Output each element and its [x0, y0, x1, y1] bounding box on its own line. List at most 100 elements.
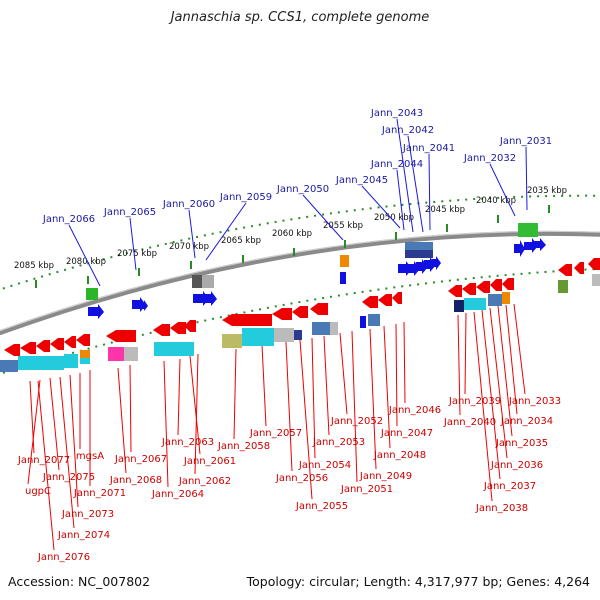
- bottom-gene-label[interactable]: Jann_2067: [114, 454, 167, 465]
- bottom-gene-leader: [464, 312, 467, 395]
- bottom-gene-leader: [37, 380, 55, 551]
- bottom-gene-label[interactable]: Jann_2040: [443, 417, 496, 428]
- bottom-gene-leader: [351, 330, 358, 483]
- bottom-gene-leader: [285, 341, 293, 472]
- bottom-gene-label[interactable]: Jann_2048: [373, 450, 426, 461]
- bottom-gene-leader: [369, 328, 377, 470]
- gene-features: [0, 223, 600, 372]
- bottom-gene-label[interactable]: Jann_2074: [57, 530, 110, 541]
- top-gene-label[interactable]: Jann_2065: [103, 207, 156, 218]
- top-gene-label[interactable]: Jann_2044: [370, 159, 423, 170]
- bottom-gene-leader: [29, 380, 35, 454]
- bottom-gene-label[interactable]: Jann_2036: [490, 460, 543, 471]
- bottom-gene-leader: [497, 305, 513, 437]
- top-gene-leader: [428, 153, 431, 231]
- bottom-gene-leader: [457, 314, 461, 416]
- bottom-gene-label[interactable]: Jann_2057: [249, 428, 302, 439]
- bottom-gene-label[interactable]: Jann_2038: [475, 503, 528, 514]
- top-gene-label[interactable]: Jann_2059: [219, 192, 272, 203]
- top-gene-label[interactable]: Jann_2043: [370, 108, 423, 119]
- bottom-gene-leader: [339, 332, 348, 415]
- bottom-gene-leader: [299, 339, 313, 500]
- kbp-label: 2060 kbp: [272, 229, 312, 239]
- top-gene-leader: [396, 118, 414, 233]
- bottom-gene-leader: [395, 323, 398, 427]
- top-gene-label[interactable]: Jann_2060: [162, 199, 215, 210]
- bottom-gene-leader: [311, 337, 316, 459]
- bottom-gene-label[interactable]: Jann_2047: [380, 428, 433, 439]
- bottom-gene-leader: [129, 364, 132, 453]
- top-gene-label[interactable]: Jann_2066: [42, 214, 95, 225]
- genome-title: Jannaschia sp. CCS1, complete genome: [170, 10, 430, 25]
- bottom-gene-label[interactable]: Jann_2037: [483, 481, 536, 492]
- bottom-gene-label[interactable]: Jann_2073: [61, 509, 114, 520]
- bottom-gene-label[interactable]: mgsA: [76, 451, 104, 462]
- top-gene-leader: [68, 224, 101, 287]
- bottom-gene-label[interactable]: Jann_2039: [448, 396, 501, 407]
- top-gene-leader: [129, 217, 137, 271]
- bottom-gene-label[interactable]: Jann_2063: [161, 437, 214, 448]
- kbp-label: 2065 kbp: [221, 236, 261, 246]
- bottom-gene-label[interactable]: Jann_2058: [217, 441, 270, 452]
- bottom-gene-label[interactable]: Jann_2046: [388, 405, 441, 416]
- top-gene-label[interactable]: Jann_2045: [335, 175, 388, 186]
- bottom-gene-label[interactable]: Jann_2049: [359, 471, 412, 482]
- bottom-gene-leader: [403, 321, 406, 404]
- top-gene-leader: [489, 163, 516, 217]
- kbp-label: 2040 kbp: [476, 196, 516, 206]
- top-gene-label[interactable]: Jann_2050: [276, 184, 329, 195]
- bottom-gene-label[interactable]: Jann_2071: [73, 488, 126, 499]
- bottom-gene-label[interactable]: Jann_2034: [500, 416, 553, 427]
- bottom-gene-label[interactable]: Jann_2056: [275, 473, 328, 484]
- top-gene-label[interactable]: Jann_2032: [463, 153, 516, 164]
- accession-label: Accession: NC_007802: [8, 574, 151, 589]
- top-gene-leader: [302, 194, 344, 241]
- bottom-gene-leader: [261, 344, 267, 427]
- bottom-gene-leader: [233, 348, 237, 440]
- topology-label: Topology: circular; Length: 4,317,977 bp…: [246, 574, 590, 589]
- bottom-gene-leader: [489, 307, 508, 459]
- kbp-label: 2075 kbp: [117, 249, 157, 259]
- bottom-gene-label[interactable]: Jann_2064: [151, 489, 204, 500]
- bottom-gene-leader: [49, 377, 60, 471]
- bottom-gene-leader: [513, 303, 526, 395]
- bottom-gene-leader: [27, 379, 41, 485]
- bottom-gene-leader: [177, 358, 181, 436]
- bottom-gene-leader: [473, 311, 493, 502]
- bottom-gene-label[interactable]: Jann_2051: [340, 484, 393, 495]
- bottom-gene-label[interactable]: Jann_2035: [495, 438, 548, 449]
- bottom-gene-label[interactable]: Jann_2068: [109, 475, 162, 486]
- bottom-gene-leader: [189, 355, 201, 455]
- top-gene-leader: [188, 209, 196, 259]
- bottom-gene-label[interactable]: Jann_2077: [17, 455, 70, 466]
- bottom-gene-label[interactable]: Jann_2062: [178, 476, 231, 487]
- bottom-gene-leader: [163, 360, 169, 488]
- kbp-label: 2080 kbp: [66, 257, 106, 267]
- bottom-gene-label[interactable]: Jann_2075: [42, 472, 95, 483]
- bottom-gene-leader: [481, 309, 501, 480]
- kbp-label: 2035 kbp: [527, 186, 567, 196]
- bottom-gene-leader: [323, 335, 330, 436]
- bottom-gene-label[interactable]: Jann_2052: [330, 416, 383, 427]
- top-gene-label[interactable]: Jann_2042: [381, 125, 434, 136]
- upper-coordinate-track: [0, 194, 600, 291]
- bottom-gene-label[interactable]: Jann_2055: [295, 501, 348, 512]
- top-gene-leader: [525, 146, 528, 211]
- bottom-gene-leader: [383, 325, 391, 449]
- bottom-gene-label[interactable]: ugpC: [25, 486, 51, 497]
- bottom-gene-leader: [194, 353, 199, 475]
- top-gene-label[interactable]: Jann_2031: [499, 136, 552, 147]
- bottom-gene-label[interactable]: Jann_2053: [312, 437, 365, 448]
- bottom-gene-label[interactable]: Jann_2033: [508, 396, 561, 407]
- kbp-label: 2050 kbp: [374, 213, 414, 223]
- bottom-gene-label[interactable]: Jann_2054: [298, 460, 351, 471]
- top-gene-leader: [407, 135, 424, 233]
- bottom-gene-label[interactable]: Jann_2061: [183, 456, 236, 467]
- bottom-gene-leader: [59, 376, 75, 529]
- bottom-gene-label[interactable]: Jann_2076: [37, 552, 90, 563]
- top-gene-leader: [205, 202, 247, 261]
- kbp-label: 2045 kbp: [425, 205, 465, 215]
- bottom-gene-leader: [505, 304, 518, 415]
- top-gene-label[interactable]: Jann_2041: [402, 143, 455, 154]
- top-gene-leader: [361, 185, 401, 229]
